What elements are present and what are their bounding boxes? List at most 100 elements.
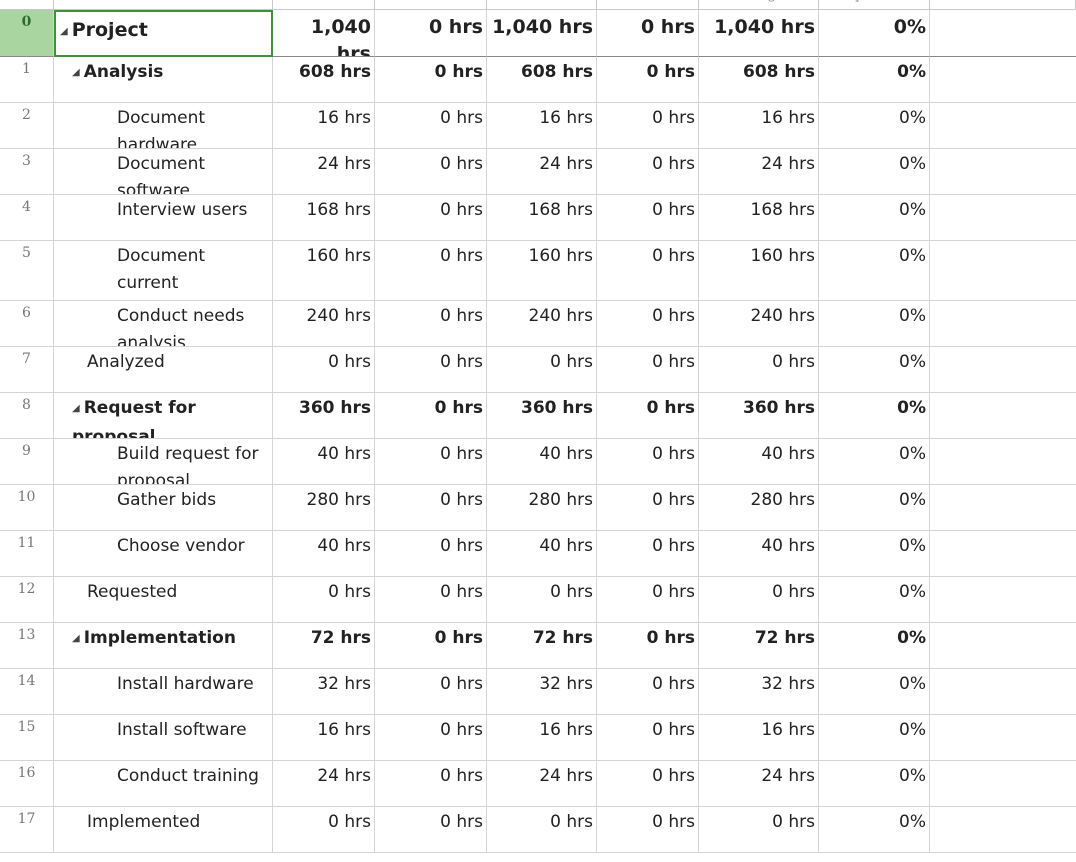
cell-value[interactable]: 0% xyxy=(819,103,930,149)
cell-value[interactable]: 0 hrs xyxy=(375,485,487,531)
cell-value[interactable]: 608 hrs xyxy=(699,57,819,103)
cell-value[interactable]: 32 hrs xyxy=(273,669,375,715)
cell-value[interactable]: 160 hrs xyxy=(487,241,597,301)
row-number[interactable]: 12 xyxy=(0,577,54,623)
cell-value[interactable]: 0 hrs xyxy=(273,807,375,853)
cell-value[interactable]: 0 hrs xyxy=(597,10,699,57)
cell-value[interactable]: 16 hrs xyxy=(487,103,597,149)
row-number[interactable]: 6 xyxy=(0,301,54,347)
empty-cell[interactable] xyxy=(930,301,1076,347)
row-number[interactable]: 8 xyxy=(0,393,54,439)
column-header[interactable]: Variance▾ xyxy=(487,0,597,10)
column-header[interactable]: Actual▾ xyxy=(597,0,699,10)
empty-cell[interactable] xyxy=(930,393,1076,439)
row-number[interactable]: 14 xyxy=(0,669,54,715)
empty-cell[interactable] xyxy=(930,149,1076,195)
cell-value[interactable]: 1,040 hrs xyxy=(699,10,819,57)
cell-value[interactable]: 0 hrs xyxy=(375,103,487,149)
cell-value[interactable]: 0 hrs xyxy=(597,715,699,761)
cell-value[interactable]: 0 hrs xyxy=(597,485,699,531)
cell-value[interactable]: 16 hrs xyxy=(487,715,597,761)
cell-value[interactable]: 360 hrs xyxy=(273,393,375,439)
cell-value[interactable]: 0% xyxy=(819,195,930,241)
cell-value[interactable]: 0 hrs xyxy=(597,195,699,241)
cell-value[interactable]: 0 hrs xyxy=(699,807,819,853)
empty-cell[interactable] xyxy=(930,241,1076,301)
cell-value[interactable]: 24 hrs xyxy=(273,761,375,807)
cell-value[interactable]: 0 hrs xyxy=(375,807,487,853)
empty-cell[interactable] xyxy=(930,761,1076,807)
empty-cell[interactable] xyxy=(930,57,1076,103)
task-name[interactable]: Document current environment xyxy=(54,241,273,301)
cell-value[interactable]: 40 hrs xyxy=(699,531,819,577)
empty-cell[interactable] xyxy=(930,623,1076,669)
cell-value[interactable]: 32 hrs xyxy=(699,669,819,715)
cell-value[interactable]: 0% xyxy=(819,669,930,715)
cell-value[interactable]: 0 hrs xyxy=(375,241,487,301)
column-header[interactable]: Baseline▾ xyxy=(375,0,487,10)
row-number[interactable]: 15 xyxy=(0,715,54,761)
cell-value[interactable]: 16 hrs xyxy=(273,715,375,761)
row-number[interactable]: 1 xyxy=(0,57,54,103)
dropdown-arrow[interactable]: ▾ xyxy=(917,0,923,6)
cell-value[interactable]: 0 hrs xyxy=(375,195,487,241)
cell-value[interactable]: 0% xyxy=(819,393,930,439)
cell-value[interactable]: 0% xyxy=(819,439,930,485)
empty-cell[interactable] xyxy=(930,807,1076,853)
row-number[interactable]: 2 xyxy=(0,103,54,149)
cell-value[interactable]: 0 hrs xyxy=(375,577,487,623)
cell-value[interactable]: 360 hrs xyxy=(487,393,597,439)
cell-value[interactable]: 168 hrs xyxy=(273,195,375,241)
cell-value[interactable]: 0 hrs xyxy=(375,393,487,439)
cell-value[interactable]: 0% xyxy=(819,577,930,623)
cell-value[interactable]: 16 hrs xyxy=(699,715,819,761)
cell-value[interactable]: 40 hrs xyxy=(273,531,375,577)
cell-value[interactable]: 40 hrs xyxy=(699,439,819,485)
dropdown-arrow[interactable]: ▾ xyxy=(584,0,590,6)
task-name[interactable]: Choose vendor xyxy=(54,531,273,577)
task-name[interactable]: Install software xyxy=(54,715,273,761)
cell-value[interactable]: 608 hrs xyxy=(273,57,375,103)
cell-value[interactable]: 72 hrs xyxy=(273,623,375,669)
cell-value[interactable]: 0 hrs xyxy=(597,761,699,807)
task-name[interactable]: ◢ Request for proposal xyxy=(54,393,273,439)
cell-value[interactable]: 0% xyxy=(819,623,930,669)
cell-value[interactable]: 0% xyxy=(819,241,930,301)
task-name[interactable]: Gather bids xyxy=(54,485,273,531)
cell-value[interactable]: 608 hrs xyxy=(487,57,597,103)
cell-value[interactable]: 0 hrs xyxy=(597,393,699,439)
dropdown-arrow[interactable]: ▾ xyxy=(474,0,480,6)
cell-value[interactable]: 0 hrs xyxy=(487,347,597,393)
dropdown-arrow[interactable]: ▾ xyxy=(806,0,812,6)
cell-value[interactable]: 0 hrs xyxy=(375,531,487,577)
empty-cell[interactable] xyxy=(930,347,1076,393)
row-number[interactable]: 7 xyxy=(0,347,54,393)
row-number[interactable]: 4 xyxy=(0,195,54,241)
cell-value[interactable]: 280 hrs xyxy=(273,485,375,531)
column-header[interactable]: Comp.▾ xyxy=(819,0,930,10)
task-name[interactable]: Interview users xyxy=(54,195,273,241)
cell-value[interactable]: 0 hrs xyxy=(597,807,699,853)
task-name[interactable]: Conduct needs analysis xyxy=(54,301,273,347)
cell-value[interactable]: 0 hrs xyxy=(375,439,487,485)
cell-value[interactable]: 24 hrs xyxy=(273,149,375,195)
cell-value[interactable]: 0 hrs xyxy=(375,347,487,393)
empty-cell[interactable] xyxy=(930,439,1076,485)
cell-value[interactable]: 72 hrs xyxy=(699,623,819,669)
task-name[interactable]: Document hardware xyxy=(54,103,273,149)
cell-value[interactable]: 0% xyxy=(819,301,930,347)
cell-value[interactable]: 168 hrs xyxy=(487,195,597,241)
cell-value[interactable]: 40 hrs xyxy=(487,531,597,577)
cell-value[interactable]: 16 hrs xyxy=(699,103,819,149)
collapse-toggle[interactable]: ◢ xyxy=(72,633,80,644)
cell-value[interactable]: 160 hrs xyxy=(273,241,375,301)
cell-value[interactable]: 24 hrs xyxy=(699,761,819,807)
row-number[interactable]: 11 xyxy=(0,531,54,577)
cell-value[interactable]: 0% xyxy=(819,149,930,195)
cell-value[interactable]: 168 hrs xyxy=(699,195,819,241)
cell-value[interactable]: 0 hrs xyxy=(699,577,819,623)
task-name[interactable]: Document software xyxy=(54,149,273,195)
cell-value[interactable]: 0 hrs xyxy=(597,241,699,301)
task-name[interactable]: Build request for proposal xyxy=(54,439,273,485)
cell-value[interactable]: 0 hrs xyxy=(597,103,699,149)
